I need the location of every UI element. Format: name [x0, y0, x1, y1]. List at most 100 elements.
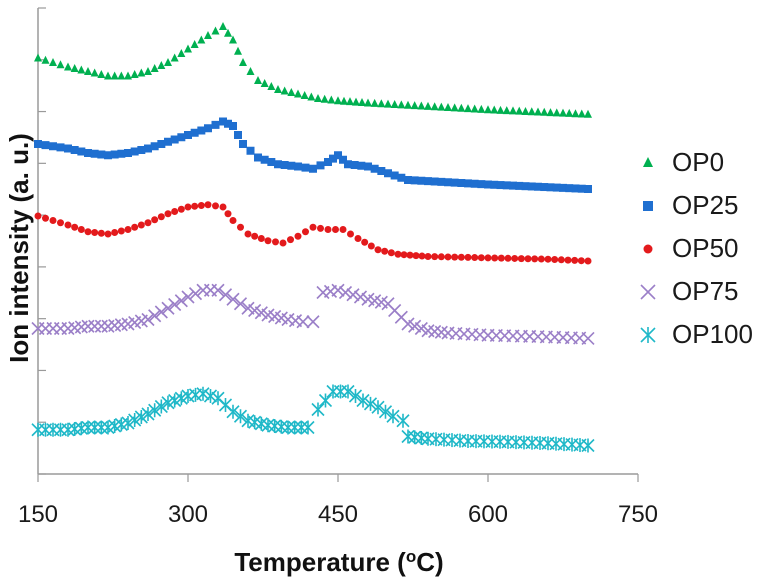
data-point	[251, 232, 259, 240]
data-point	[471, 254, 479, 262]
y-ticks	[38, 7, 46, 475]
data-point	[374, 246, 382, 254]
data-point	[124, 226, 132, 233]
data-point	[246, 146, 255, 155]
legend-label: OP50	[672, 233, 739, 263]
x-axis-title: Temperature (oC)	[234, 547, 443, 577]
data-point	[254, 76, 262, 84]
data-point	[280, 86, 289, 95]
data-point	[381, 247, 389, 255]
x-tick-label: 450	[318, 501, 358, 528]
legend-item-op75: OP75	[640, 276, 739, 306]
data-point	[404, 176, 412, 184]
data-point	[414, 431, 428, 445]
data-point	[515, 106, 524, 115]
data-point	[332, 226, 339, 233]
data-point	[307, 92, 316, 101]
data-point	[41, 141, 50, 150]
data-point	[309, 164, 317, 173]
data-point	[537, 255, 545, 263]
data-point	[552, 183, 561, 192]
data-point	[177, 205, 185, 213]
data-point	[110, 71, 119, 80]
data-point	[397, 173, 406, 182]
data-point	[267, 82, 276, 90]
data-point	[417, 176, 426, 185]
data-point	[504, 254, 512, 262]
data-point	[370, 164, 379, 173]
data-point	[352, 97, 360, 106]
data-point	[339, 226, 347, 233]
data-point	[350, 161, 359, 169]
data-point	[339, 155, 347, 164]
data-point	[94, 319, 108, 333]
data-point	[144, 219, 152, 227]
data-point	[584, 109, 592, 118]
data-point	[211, 283, 225, 297]
data-point	[234, 131, 242, 139]
data-point	[181, 290, 195, 304]
data-point	[128, 413, 142, 427]
data-point	[357, 161, 366, 170]
data-point	[81, 319, 95, 333]
data-point	[396, 413, 410, 428]
legend-item-op0: OP0	[643, 147, 724, 177]
x-tick-labels: 150 300 450 600 750	[18, 501, 658, 528]
data-point	[68, 422, 82, 436]
data-point	[267, 158, 276, 166]
data-point	[229, 122, 237, 130]
data-point	[41, 55, 50, 64]
data-point	[300, 91, 309, 99]
data-point	[164, 58, 172, 66]
data-point	[97, 150, 106, 159]
data-point	[170, 135, 179, 144]
data-point	[274, 419, 288, 434]
data-point	[97, 229, 105, 237]
data-point	[224, 210, 232, 218]
data-point	[77, 147, 86, 156]
data-point	[527, 182, 536, 191]
data-point	[424, 253, 432, 260]
data-point	[124, 149, 132, 157]
data-point	[281, 420, 295, 435]
data-point	[90, 149, 99, 158]
data-point	[77, 65, 86, 74]
data-point	[320, 94, 329, 103]
data-point	[424, 177, 432, 186]
data-point	[294, 162, 302, 171]
data-point	[233, 409, 248, 424]
data-point	[81, 420, 95, 435]
data-point	[410, 101, 419, 110]
plot-points	[31, 22, 595, 453]
data-point	[130, 147, 139, 156]
data-point	[540, 107, 549, 116]
data-point	[157, 140, 166, 148]
data-point	[49, 142, 57, 151]
data-point	[571, 109, 580, 118]
data-point	[450, 103, 459, 112]
data-point	[333, 384, 348, 399]
data-point	[309, 223, 317, 231]
data-point	[430, 177, 439, 186]
data-point	[584, 257, 592, 265]
data-point	[364, 98, 372, 107]
data-point	[584, 185, 592, 193]
data-point	[74, 421, 88, 436]
data-point	[527, 107, 536, 116]
data-point	[34, 53, 42, 62]
data-point	[288, 420, 302, 435]
data-point	[49, 217, 57, 224]
data-point	[515, 181, 524, 190]
data-point	[97, 70, 106, 78]
data-point	[279, 239, 287, 247]
data-point	[367, 242, 375, 250]
data-point	[124, 71, 132, 80]
data-point	[640, 327, 656, 343]
x-tick-label: 150	[18, 501, 58, 528]
data-point	[294, 232, 302, 240]
data-point	[296, 315, 310, 329]
data-point	[340, 96, 348, 105]
data-point	[348, 389, 363, 403]
legend-label: OP0	[672, 147, 724, 177]
data-point	[565, 184, 574, 193]
